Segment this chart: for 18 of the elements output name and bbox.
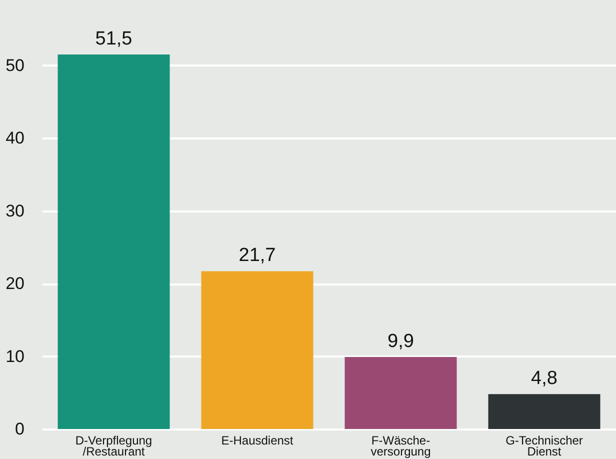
bar [58, 54, 170, 429]
bar [201, 271, 314, 429]
data-label: 51,5 [95, 28, 132, 50]
data-label: 4,8 [531, 368, 558, 390]
y-tick-label: 30 [6, 201, 24, 220]
data-label: 9,9 [388, 331, 414, 352]
y-tick-label: 10 [6, 346, 24, 366]
x-tick-label: F-Wäsche- versorgung [370, 434, 431, 458]
data-label: 21,7 [238, 245, 276, 266]
y-tick-label: 0 [15, 420, 24, 438]
x-tick-label: D-Verpflegung /Restaurant [75, 434, 152, 458]
x-tick-label: E-Hausdienst [221, 434, 294, 448]
y-tick-label: 50 [6, 56, 24, 75]
bar [488, 394, 600, 429]
y-tick-label: 20 [6, 274, 24, 294]
bar [344, 357, 457, 429]
y-tick-label: 40 [6, 128, 24, 148]
x-tick-label: G-Technischer Dienst [506, 434, 583, 458]
